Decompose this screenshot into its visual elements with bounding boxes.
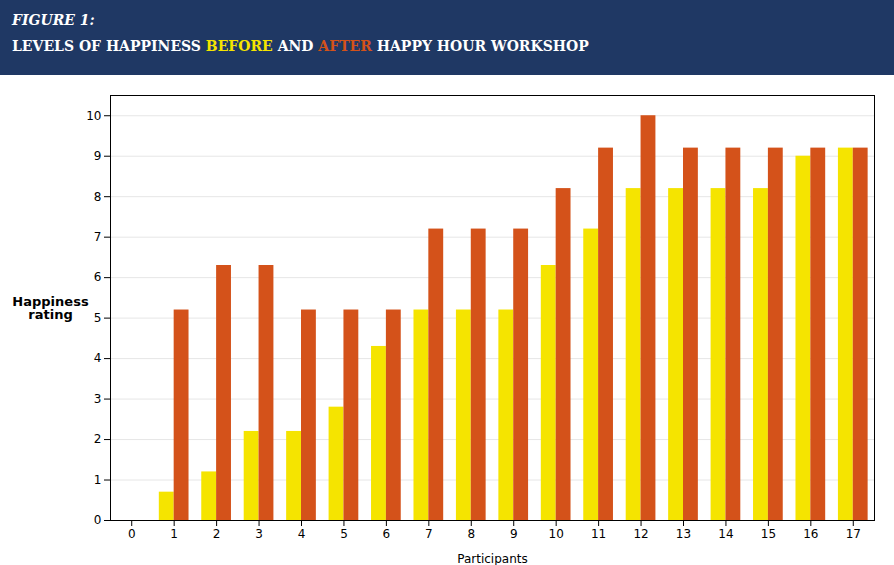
svg-text:15: 15 [761, 527, 776, 541]
svg-text:6: 6 [383, 527, 391, 541]
svg-text:5: 5 [94, 311, 102, 325]
svg-text:7: 7 [94, 230, 102, 244]
svg-text:Participants: Participants [457, 552, 528, 565]
html-text:FIGURE 1:: FIGURE 1: [12, 12, 95, 28]
svg-text:10: 10 [549, 527, 564, 541]
svg-text:3: 3 [255, 527, 263, 541]
svg-text:5: 5 [340, 527, 348, 541]
svg-text:8: 8 [467, 527, 475, 541]
svg-text:6: 6 [94, 270, 102, 284]
svg-text:11: 11 [591, 527, 606, 541]
svg-text:2: 2 [94, 432, 102, 446]
svg-text:4: 4 [298, 527, 306, 541]
svg-text:10: 10 [86, 109, 101, 123]
svg-text:8: 8 [94, 190, 102, 204]
svg-text:1: 1 [94, 473, 102, 487]
svg-text:7: 7 [425, 527, 433, 541]
svg-text:17: 17 [846, 527, 861, 541]
svg-text:13: 13 [676, 527, 691, 541]
svg-text:4: 4 [94, 351, 102, 365]
svg-text:0: 0 [94, 513, 102, 527]
svg-text:2: 2 [213, 527, 221, 541]
svg-text:12: 12 [633, 527, 648, 541]
svg-text:0: 0 [128, 527, 136, 541]
svg-text:9: 9 [510, 527, 518, 541]
html-text:LEVELS OF HAPPINESS BEFORE AND: LEVELS OF HAPPINESS BEFORE AND AFTER HAP… [12, 38, 589, 54]
svg-text:9: 9 [94, 149, 102, 163]
svg-text:1: 1 [170, 527, 178, 541]
svg-text:14: 14 [718, 527, 733, 541]
svg-text:16: 16 [803, 527, 818, 541]
svg-text:Happinessrating: Happinessrating [12, 294, 89, 322]
svg-text:3: 3 [94, 392, 102, 406]
